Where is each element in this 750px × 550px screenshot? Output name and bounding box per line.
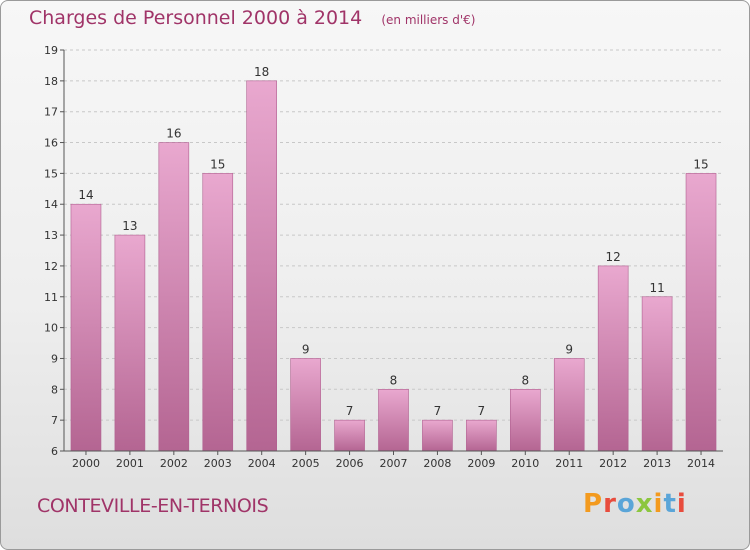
- data-label: 15: [693, 157, 708, 171]
- chart-subtitle: (en milliers d'€): [381, 13, 476, 27]
- x-tick-label: 2013: [643, 457, 671, 470]
- data-label: 15: [210, 157, 225, 171]
- bars: [70, 80, 717, 452]
- y-tick-label: 11: [44, 291, 58, 304]
- bar-2000: [70, 203, 102, 452]
- bar-2013: [641, 296, 673, 452]
- data-label: 9: [302, 342, 310, 356]
- axes: [60, 49, 723, 455]
- data-label: 7: [434, 404, 442, 418]
- data-label: 11: [649, 281, 664, 295]
- bar-2012: [597, 265, 629, 452]
- y-tick-label: 18: [44, 75, 58, 88]
- data-label: 14: [78, 188, 93, 202]
- chart-title: Charges de Personnel 2000 à 2014: [29, 7, 363, 29]
- bar-2010: [509, 389, 541, 452]
- y-tick-label: 15: [44, 167, 58, 180]
- y-tick-label: 7: [51, 414, 58, 427]
- bar-2009: [466, 419, 497, 452]
- labels: 6 7 8 9 10 11 12 13 14 15 16 17 18 19 14 2000 13 2001 16 20…: [44, 44, 715, 470]
- bar-2014: [685, 173, 717, 452]
- place-name: CONTEVILLE-EN-TERNOIS: [37, 495, 269, 517]
- y-tick-label: 12: [44, 260, 58, 273]
- bar-2001: [114, 234, 146, 452]
- x-tick-label: 2011: [555, 457, 583, 470]
- x-tick-label: 2010: [511, 457, 539, 470]
- logo-letter: o: [616, 489, 636, 519]
- logo-letter: r: [603, 489, 617, 519]
- y-tick-label: 19: [44, 44, 58, 57]
- x-tick-label: 2014: [687, 457, 715, 470]
- x-tick-label: 2003: [204, 457, 232, 470]
- proxiti-logo[interactable]: Proxiti: [583, 489, 687, 519]
- data-label: 9: [565, 342, 573, 356]
- title-row: Charges de Personnel 2000 à 2014 (en mil…: [29, 7, 475, 29]
- data-label: 8: [390, 373, 398, 387]
- x-tick-label: 2012: [599, 457, 627, 470]
- y-tick-label: 14: [44, 198, 58, 211]
- x-tick-label: 2007: [380, 457, 408, 470]
- bar-2005: [290, 358, 321, 452]
- y-tick-label: 9: [51, 352, 58, 365]
- bar-2002: [158, 142, 190, 452]
- data-label: 13: [122, 219, 137, 233]
- bar-2007: [378, 389, 409, 452]
- x-tick-label: 2009: [467, 457, 495, 470]
- bar-2011: [553, 358, 585, 452]
- data-label: 16: [166, 127, 181, 141]
- x-tick-label: 2001: [116, 457, 144, 470]
- y-tick-label: 17: [44, 106, 58, 119]
- x-tick-label: 2008: [423, 457, 451, 470]
- bar-2004: [246, 80, 277, 452]
- bar-2003: [202, 173, 234, 452]
- logo-letter: x: [635, 489, 654, 519]
- data-label: 8: [521, 373, 529, 387]
- bar-2006: [334, 419, 365, 452]
- x-tick-label: 2002: [160, 457, 188, 470]
- y-tick-label: 10: [44, 322, 58, 335]
- logo-letter: i: [676, 489, 687, 519]
- data-label: 18: [254, 65, 269, 79]
- data-label: 12: [606, 250, 621, 264]
- logo-letter: P: [583, 489, 604, 519]
- y-tick-label: 13: [44, 229, 58, 242]
- x-tick-label: 2006: [336, 457, 364, 470]
- data-label: 7: [346, 404, 354, 418]
- x-tick-label: 2004: [248, 457, 276, 470]
- data-label: 7: [478, 404, 486, 418]
- y-tick-label: 6: [51, 445, 58, 458]
- logo-letter: i: [653, 489, 664, 519]
- y-tick-label: 16: [44, 137, 58, 150]
- logo-letter: t: [663, 489, 677, 519]
- x-tick-label: 2000: [72, 457, 100, 470]
- x-tick-label: 2005: [292, 457, 320, 470]
- bar-2008: [422, 419, 453, 452]
- y-tick-label: 8: [51, 383, 58, 396]
